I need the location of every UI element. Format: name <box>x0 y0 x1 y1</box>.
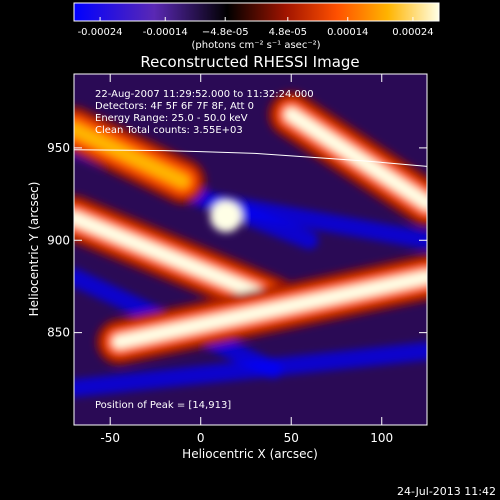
colorbar-tick-label: −4.8e-05 <box>202 27 249 38</box>
y-axis-ticks: 850 900 950 <box>47 141 427 340</box>
heatmap-low-lobe <box>209 194 427 250</box>
x-tick-label: 100 <box>370 431 393 445</box>
plot-area <box>74 74 427 425</box>
colorbar-tick-label: -0.00014 <box>143 27 188 38</box>
annotation-line: Energy Range: 25.0 - 50.0 keV <box>95 113 248 124</box>
heatmap-peak <box>210 200 243 233</box>
peak-position-label: Position of Peak = [14,913] <box>95 400 231 411</box>
heatmap-low-lobe <box>74 342 427 398</box>
x-axis-ticks: -50 0 50 100 <box>100 74 393 445</box>
heatmap-band-core <box>112 270 427 349</box>
x-tick-label: 0 <box>197 431 205 445</box>
colorbar-tick-label: -0.00024 <box>78 27 123 38</box>
colorbar-unit-label: (photons cm⁻² s⁻¹ asec⁻²) <box>191 40 320 51</box>
colorbar-tick-label: 4.8e-05 <box>269 27 307 38</box>
y-tick-label: 900 <box>47 233 70 247</box>
x-tick-label: 50 <box>284 431 299 445</box>
colorbar-tick-label: 0.00024 <box>392 27 433 38</box>
annotation-line: 22-Aug-2007 11:29:52.000 to 11:32:24.000 <box>95 89 314 100</box>
observation-annotations: 22-Aug-2007 11:29:52.000 to 11:32:24.000… <box>95 89 314 136</box>
solar-limb-curve <box>74 149 427 167</box>
annotation-line: Detectors: 4F 5F 6F 7F 8F, Att 0 <box>95 101 254 112</box>
x-tick-label: -50 <box>100 431 120 445</box>
heatmap-image <box>74 91 427 398</box>
y-axis-label: Heliocentric Y (arcsec) <box>27 182 41 317</box>
chart-title: Reconstructed RHESSI Image <box>140 53 359 71</box>
footer-timestamp: 24-Jul-2013 11:42 <box>397 485 496 498</box>
y-tick-label: 850 <box>47 326 70 340</box>
y-tick-label: 950 <box>47 141 70 155</box>
heatmap-band-core <box>74 211 281 307</box>
x-axis-label: Heliocentric X (arcsec) <box>182 447 318 461</box>
colorbar-tick-label: 0.00014 <box>327 27 368 38</box>
colorbar <box>73 2 440 22</box>
colorbar-tick-labels: -0.00024 -0.00014 −4.8e-05 4.8e-05 0.00014 0.… <box>78 27 434 38</box>
annotation-line: Clean Total counts: 3.55E+03 <box>95 125 243 136</box>
heatmap-band-core <box>284 107 427 211</box>
colorbar-ticks <box>99 17 414 21</box>
heatmap-band-core <box>74 122 190 189</box>
plot-frame <box>73 73 428 426</box>
